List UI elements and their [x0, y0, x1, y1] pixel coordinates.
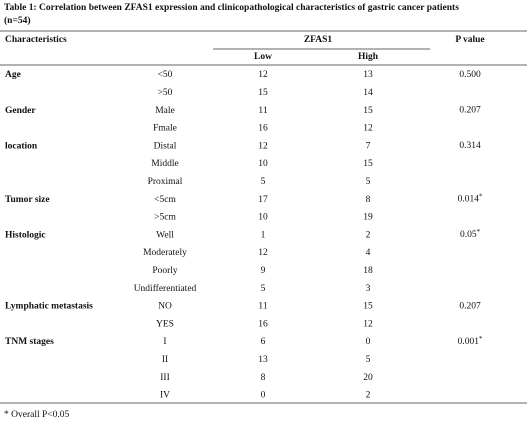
sub-label: <5cm: [154, 195, 176, 205]
p-value-mark: *: [479, 192, 483, 200]
sub-label: Well: [156, 230, 174, 240]
high-count: 15: [363, 106, 373, 116]
sub-label: Undifferentiated: [134, 283, 197, 294]
high-count: 14: [363, 88, 373, 98]
sub-label: Moderately: [143, 248, 187, 258]
high-count: 7: [366, 141, 371, 151]
p-value: 0.314: [459, 141, 481, 151]
low-count: 15: [258, 88, 268, 98]
high-count: 2: [366, 391, 371, 401]
group-label: Age: [5, 70, 21, 80]
header-cell: P value: [455, 35, 484, 45]
sub-label: Distal: [154, 141, 177, 151]
group-label: Tumor size: [5, 195, 50, 205]
header-cell: High: [358, 52, 379, 62]
sub-label: Proximal: [148, 177, 183, 187]
p-value-number: 0.05: [460, 230, 477, 240]
sub-label: YES: [156, 319, 174, 329]
sub-label: Fmale: [153, 124, 177, 134]
high-count: 20: [363, 373, 373, 383]
p-value-number: 0.014: [458, 195, 480, 205]
low-count: 5: [261, 177, 266, 187]
high-count: 2: [366, 230, 371, 240]
sub-label: NO: [158, 302, 172, 312]
p-value: 0.001*: [458, 335, 483, 348]
high-count: 4: [366, 248, 371, 258]
high-count: 15: [363, 159, 373, 169]
high-count: 19: [363, 213, 373, 223]
p-value-number: 0.314: [459, 141, 481, 151]
high-count: 5: [366, 355, 371, 365]
low-count: 16: [258, 124, 268, 134]
sub-label: >5cm: [154, 213, 176, 223]
group-label: Gender: [5, 106, 36, 116]
header-cell: ZFAS1: [304, 35, 333, 45]
low-count: 5: [261, 284, 266, 294]
p-value-number: 0.207: [459, 106, 481, 116]
sub-label: IV: [160, 391, 170, 401]
low-count: 11: [258, 302, 267, 312]
header-cell: Low: [254, 52, 272, 62]
low-count: 12: [258, 141, 268, 151]
p-value: 0.05*: [460, 228, 481, 241]
low-count: 0: [261, 391, 266, 401]
sub-label: I: [163, 337, 166, 347]
sub-label: <50: [158, 70, 173, 80]
low-count: 1: [261, 230, 266, 240]
p-value: 0.207: [459, 106, 481, 116]
footnote: * Overall P<0.05: [4, 410, 70, 420]
header-cell: Characteristics: [5, 35, 67, 45]
p-value: 0.014*: [458, 192, 483, 205]
low-count: 11: [258, 106, 267, 116]
high-count: 8: [366, 195, 371, 205]
low-count: 8: [261, 373, 266, 383]
low-count: 9: [261, 266, 266, 276]
high-count: 13: [363, 70, 373, 80]
sub-label: III: [160, 373, 170, 383]
low-count: 10: [258, 213, 268, 223]
low-count: 6: [261, 337, 266, 347]
table-title: Table 1: Correlation between ZFAS1 expre…: [4, 3, 459, 13]
sub-label: Male: [155, 106, 175, 116]
table-title: (n=54): [4, 15, 31, 26]
low-count: 13: [258, 355, 268, 365]
low-count: 16: [258, 319, 268, 329]
high-count: 3: [366, 284, 371, 294]
p-value-number: 0.207: [459, 302, 481, 312]
sub-label: Poorly: [152, 266, 178, 276]
group-label: Lymphatic metastasis: [5, 302, 93, 312]
high-count: 15: [363, 302, 373, 312]
p-value: 0.500: [459, 70, 481, 80]
p-value-number: 0.500: [459, 70, 481, 80]
low-count: 12: [258, 70, 268, 80]
high-count: 0: [366, 337, 371, 347]
p-value-number: 0.001: [458, 337, 480, 347]
group-label: TNM stages: [5, 337, 54, 347]
p-value-mark: *: [479, 335, 483, 343]
group-label: Histologic: [5, 230, 46, 240]
high-count: 18: [363, 266, 373, 276]
group-label: location: [5, 141, 38, 151]
high-count: 5: [366, 177, 371, 187]
low-count: 10: [258, 159, 268, 169]
high-count: 12: [363, 124, 373, 134]
low-count: 17: [258, 195, 268, 205]
low-count: 12: [258, 248, 268, 258]
sub-label: >50: [158, 88, 173, 98]
p-value-mark: *: [477, 228, 481, 236]
p-value: 0.207: [459, 302, 481, 312]
sub-label: II: [162, 355, 168, 365]
high-count: 12: [363, 319, 373, 329]
sub-label: Middle: [151, 159, 178, 169]
